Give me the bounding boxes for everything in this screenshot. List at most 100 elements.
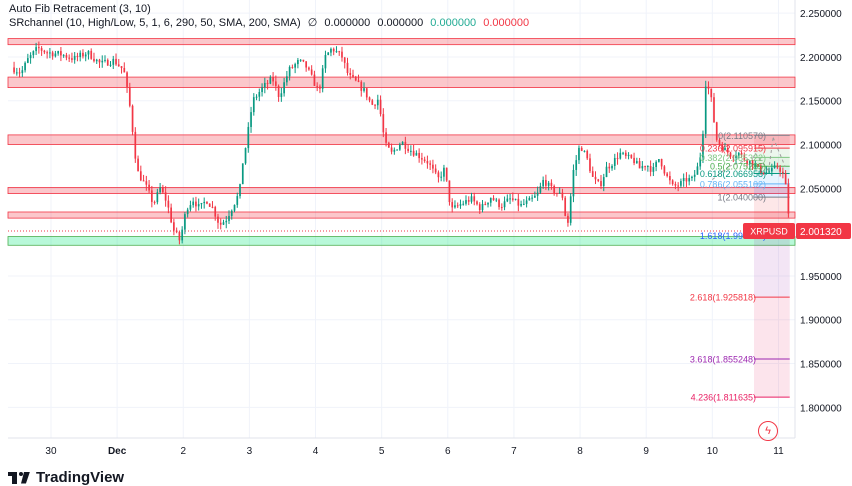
candle-up[interactable] — [688, 174, 691, 186]
candle-down[interactable] — [633, 152, 635, 166]
candle-down[interactable] — [305, 61, 308, 72]
candle-down[interactable] — [437, 170, 440, 183]
candle-down[interactable] — [134, 127, 137, 163]
candle-up[interactable] — [578, 145, 580, 164]
candle-up[interactable] — [627, 152, 630, 160]
candle-up[interactable] — [773, 161, 776, 169]
candle-down[interactable] — [671, 179, 674, 186]
candle-down[interactable] — [71, 52, 73, 63]
candle-down[interactable] — [173, 218, 175, 236]
candle-up[interactable] — [192, 197, 195, 208]
candle-up[interactable] — [263, 77, 266, 94]
candle-down[interactable] — [382, 108, 385, 138]
candle-up[interactable] — [495, 197, 498, 203]
candle-down[interactable] — [751, 159, 754, 170]
candle-up[interactable] — [15, 67, 18, 76]
candle-down[interactable] — [776, 162, 779, 170]
candle-down[interactable] — [272, 72, 274, 86]
candle-down[interactable] — [390, 143, 393, 155]
candle-down[interactable] — [476, 200, 478, 206]
candle-up[interactable] — [503, 196, 506, 211]
candle-down[interactable] — [418, 148, 420, 163]
candle-up[interactable] — [602, 173, 605, 192]
candle-up[interactable] — [748, 160, 751, 170]
sr-indicator-row[interactable]: SRchannel (10, High/Low, 5, 1, 6, 290, 5… — [9, 16, 529, 30]
candle-down[interactable] — [759, 163, 762, 175]
candle-down[interactable] — [162, 184, 164, 194]
candle-up[interactable] — [324, 50, 327, 73]
candle-up[interactable] — [258, 88, 261, 102]
candle-up[interactable] — [261, 83, 263, 97]
candle-up[interactable] — [489, 197, 492, 207]
candle-down[interactable] — [310, 65, 313, 76]
candle-up[interactable] — [440, 171, 443, 182]
candle-down[interactable] — [710, 88, 713, 102]
candle-up[interactable] — [159, 182, 161, 195]
candle-down[interactable] — [663, 165, 666, 176]
candle-up[interactable] — [539, 182, 542, 194]
candle-down[interactable] — [214, 205, 217, 221]
candle-down[interactable] — [685, 172, 688, 188]
candle-down[interactable] — [175, 227, 178, 234]
candle-up[interactable] — [203, 197, 206, 209]
candle-up[interactable] — [250, 106, 252, 133]
candle-down[interactable] — [448, 180, 451, 206]
candle-down[interactable] — [178, 231, 181, 245]
candle-up[interactable] — [280, 87, 283, 102]
candle-up[interactable] — [49, 47, 51, 59]
candle-up[interactable] — [454, 200, 456, 209]
candle-down[interactable] — [594, 171, 597, 185]
candle-up[interactable] — [87, 50, 90, 60]
candle-up[interactable] — [641, 161, 644, 172]
candle-up[interactable] — [398, 142, 401, 151]
candle-down[interactable] — [106, 58, 109, 66]
candle-up[interactable] — [376, 94, 379, 110]
candle-down[interactable] — [674, 181, 677, 190]
candle-up[interactable] — [286, 70, 288, 86]
candle-up[interactable] — [465, 195, 467, 206]
candle-up[interactable] — [184, 211, 186, 235]
candle-down[interactable] — [126, 71, 128, 93]
fib-indicator-title[interactable]: Auto Fib Retracement (3, 10) — [9, 3, 151, 15]
candle-down[interactable] — [167, 195, 170, 214]
candle-down[interactable] — [478, 202, 481, 214]
candle-down[interactable] — [43, 49, 46, 55]
candle-up[interactable] — [269, 75, 272, 85]
candle-down[interactable] — [484, 201, 487, 206]
candle-up[interactable] — [225, 215, 228, 229]
candle-down[interactable] — [217, 213, 219, 229]
candle-up[interactable] — [481, 200, 484, 213]
candle-up[interactable] — [724, 142, 726, 151]
candle-down[interactable] — [511, 192, 514, 202]
candle-down[interactable] — [343, 56, 346, 69]
candle-up[interactable] — [696, 162, 699, 175]
candle-down[interactable] — [553, 184, 556, 196]
candle-down[interactable] — [746, 159, 748, 169]
candle-down[interactable] — [429, 160, 432, 171]
candle-up[interactable] — [613, 153, 616, 170]
candle-down[interactable] — [313, 70, 316, 87]
candle-down[interactable] — [586, 149, 589, 161]
candle-up[interactable] — [646, 165, 649, 172]
candle-down[interactable] — [117, 58, 120, 67]
candle-down[interactable] — [608, 162, 611, 173]
candle-down[interactable] — [38, 41, 40, 54]
candle-down[interactable] — [332, 47, 335, 56]
candle-down[interactable] — [354, 75, 357, 82]
candle-up[interactable] — [737, 151, 740, 159]
candle-down[interactable] — [666, 171, 668, 178]
candle-up[interactable] — [181, 226, 184, 244]
candle-down[interactable] — [365, 88, 368, 101]
candle-down[interactable] — [649, 160, 652, 177]
candle-down[interactable] — [467, 196, 470, 206]
candle-down[interactable] — [638, 157, 641, 169]
candle-up[interactable] — [396, 149, 398, 151]
candle-down[interactable] — [580, 146, 583, 152]
candle-down[interactable] — [170, 203, 172, 224]
candle-up[interactable] — [239, 183, 241, 199]
candle-down[interactable] — [277, 84, 280, 102]
candle-down[interactable] — [564, 195, 567, 217]
candle-down[interactable] — [456, 202, 459, 209]
candle-up[interactable] — [330, 47, 332, 57]
candle-down[interactable] — [423, 156, 426, 163]
